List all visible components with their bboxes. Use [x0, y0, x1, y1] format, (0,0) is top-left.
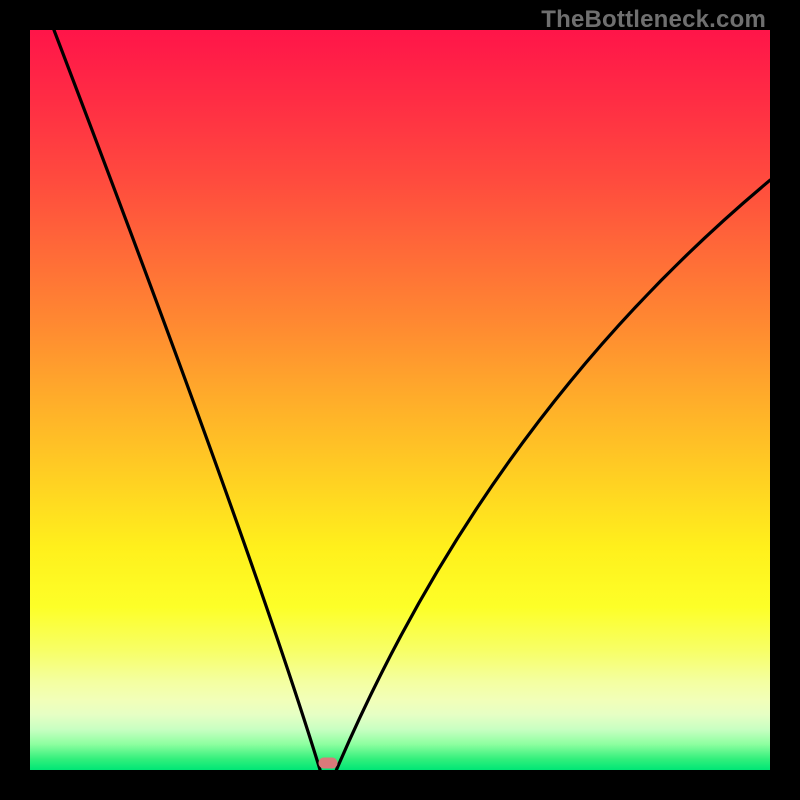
curve-right-branch [336, 180, 770, 770]
curve-left-branch [54, 30, 320, 770]
bottleneck-curve [30, 30, 770, 770]
chart-frame: TheBottleneck.com [0, 0, 800, 800]
minimum-marker [319, 757, 338, 768]
watermark-text: TheBottleneck.com [541, 6, 766, 34]
plot-area [30, 30, 770, 770]
